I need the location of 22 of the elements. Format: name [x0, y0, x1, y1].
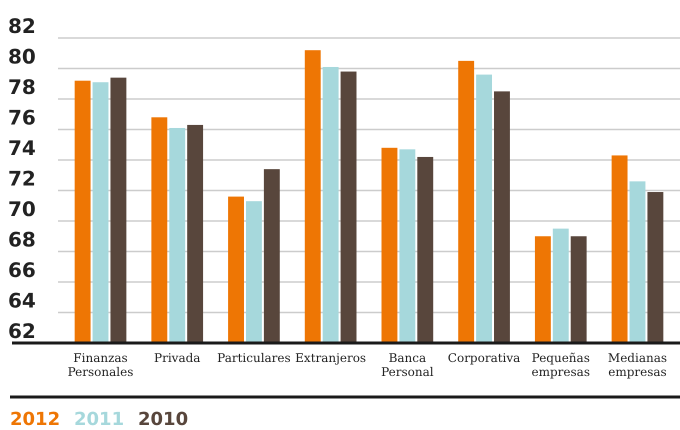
y-tick-label: 72: [8, 166, 36, 190]
y-tick-label: 66: [8, 258, 36, 282]
x-tick-label: Finanzas Personales: [68, 351, 134, 379]
x-tick-label: Particulares: [217, 351, 291, 365]
y-tick-label: 82: [8, 14, 36, 38]
x-tick-label: Banca Personal: [381, 351, 434, 379]
x-tick-label: Pequeñas empresas: [532, 351, 590, 379]
x-tick-label: Corporativa: [448, 351, 520, 365]
x-tick-label: Medianas empresas: [608, 351, 668, 379]
y-tick-label: 70: [8, 197, 36, 221]
y-tick-label: 74: [8, 136, 36, 160]
y-tick-label: 78: [8, 75, 36, 99]
y-tick-label: 62: [8, 319, 36, 343]
text: 2012: [10, 409, 60, 430]
y-tick-label: 68: [8, 228, 36, 252]
y-tick-label: 64: [8, 288, 36, 312]
y-tick-label: 80: [8, 44, 36, 68]
x-tick-label: Extranjeros: [295, 351, 366, 365]
y-tick-label: 76: [8, 106, 36, 130]
text: 2010: [138, 409, 188, 430]
x-tick-label: Privada: [154, 351, 200, 365]
text: 2011: [74, 409, 124, 430]
